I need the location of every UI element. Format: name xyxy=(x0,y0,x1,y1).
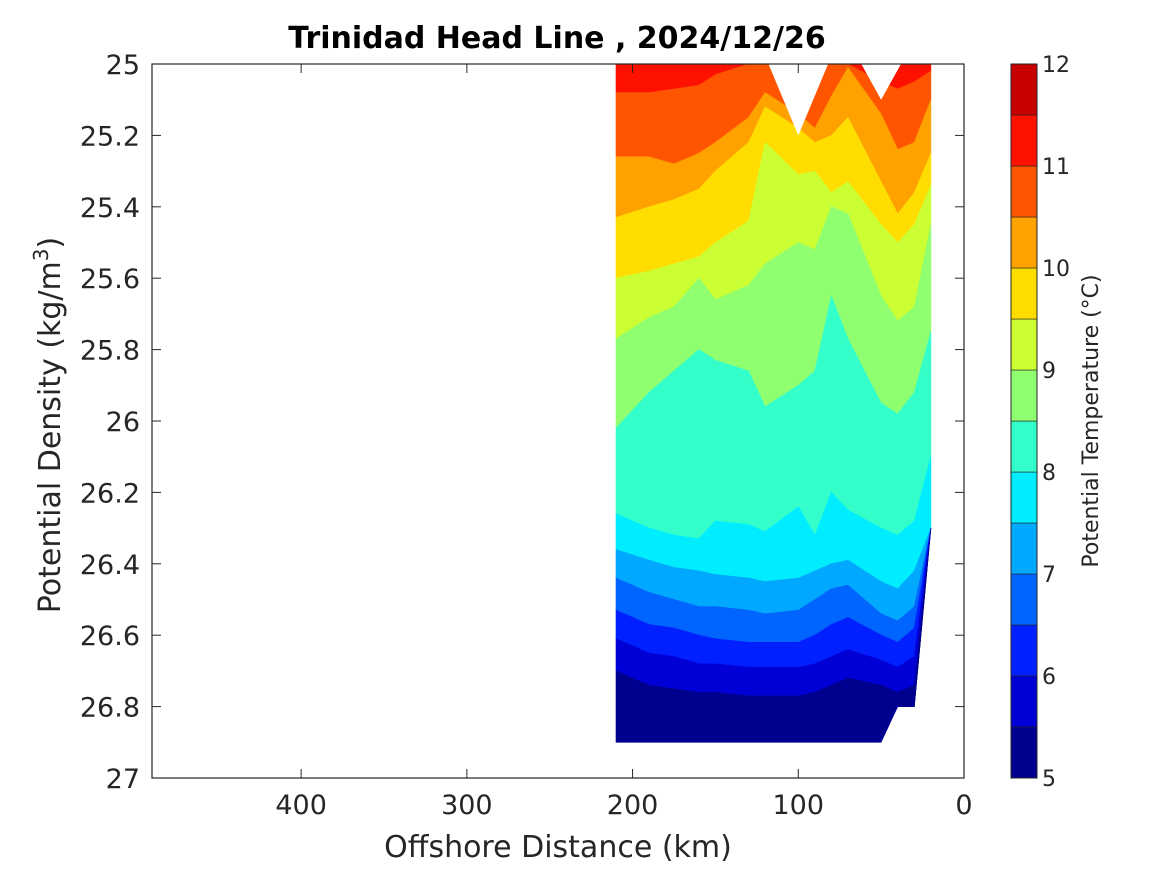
data-gap-1 xyxy=(861,64,901,100)
colorbar-segment xyxy=(1010,624,1038,677)
colorbar-tick-label: 7 xyxy=(1042,563,1056,588)
colorbar-segment xyxy=(1010,675,1038,728)
x-tick-label: 200 xyxy=(607,790,659,821)
colorbar: 5 6 7 8 9 10 11 12 xyxy=(1010,53,1070,792)
colorbar-segment xyxy=(1010,63,1038,116)
colorbar-tick-label: 8 xyxy=(1042,461,1056,486)
x-axis-label: Offshore Distance (km) xyxy=(384,830,732,865)
y-axis: 25 25.2 25.4 25.6 25.8 26 26.2 26.4 26.6 26.8 27 xyxy=(80,50,964,795)
contour-band-14 xyxy=(615,528,932,743)
y-axis-label: Potential Density (kg/m3) xyxy=(29,237,68,613)
y-tick-label: 26.6 xyxy=(80,621,140,652)
colorbar-frame xyxy=(1010,63,1038,779)
y-tick-label: 26.2 xyxy=(80,478,140,509)
x-tick-label: 400 xyxy=(275,790,327,821)
colorbar-tick-label: 6 xyxy=(1042,665,1056,690)
colorbar-tick-label: 9 xyxy=(1042,359,1056,384)
colorbar-segment xyxy=(1010,573,1038,626)
y-tick-label: 25.6 xyxy=(80,264,140,295)
chart-title: Trinidad Head Line , 2024/12/26 xyxy=(288,21,825,56)
x-axis: 400 300 200 100 0 xyxy=(275,64,973,821)
x-tick-label: 100 xyxy=(773,790,825,821)
y-tick-label: 26 xyxy=(106,407,140,438)
colorbar-tick-label: 12 xyxy=(1042,53,1070,78)
x-tick-label: 300 xyxy=(441,790,493,821)
y-tick-label: 27 xyxy=(106,764,140,795)
y-axis-label-sup: 3 xyxy=(29,248,53,261)
y-tick-label: 25 xyxy=(106,50,140,81)
x-tick-label: 0 xyxy=(955,790,972,821)
colorbar-tick-label: 5 xyxy=(1042,767,1056,792)
colorbar-segment xyxy=(1010,522,1038,575)
plot-area xyxy=(615,63,932,743)
data-gap-0 xyxy=(768,64,829,136)
colorbar-tick-label: 10 xyxy=(1042,257,1070,282)
y-tick-label: 25.4 xyxy=(80,193,140,224)
y-tick-label: 25.8 xyxy=(80,336,140,367)
y-tick-label: 25.2 xyxy=(80,121,140,152)
colorbar-tick-label: 11 xyxy=(1042,155,1070,180)
y-axis-label-suffix: ) xyxy=(33,237,68,249)
y-axis-label-main: Potential Density (kg/m xyxy=(33,261,68,613)
colorbar-segment xyxy=(1010,369,1038,422)
colorbar-label: Potential Temperature (°C) xyxy=(1079,274,1104,567)
colorbar-segment xyxy=(1010,216,1038,269)
colorbar-segment xyxy=(1010,267,1038,320)
colorbar-segment xyxy=(1010,471,1038,524)
colorbar-segment xyxy=(1010,318,1038,371)
y-tick-label: 26.8 xyxy=(80,693,140,724)
y-tick-label: 26.4 xyxy=(80,550,140,581)
colorbar-segment xyxy=(1010,114,1038,167)
colorbar-segment xyxy=(1010,165,1038,218)
colorbar-segment xyxy=(1010,726,1038,779)
colorbar-segment xyxy=(1010,420,1038,473)
